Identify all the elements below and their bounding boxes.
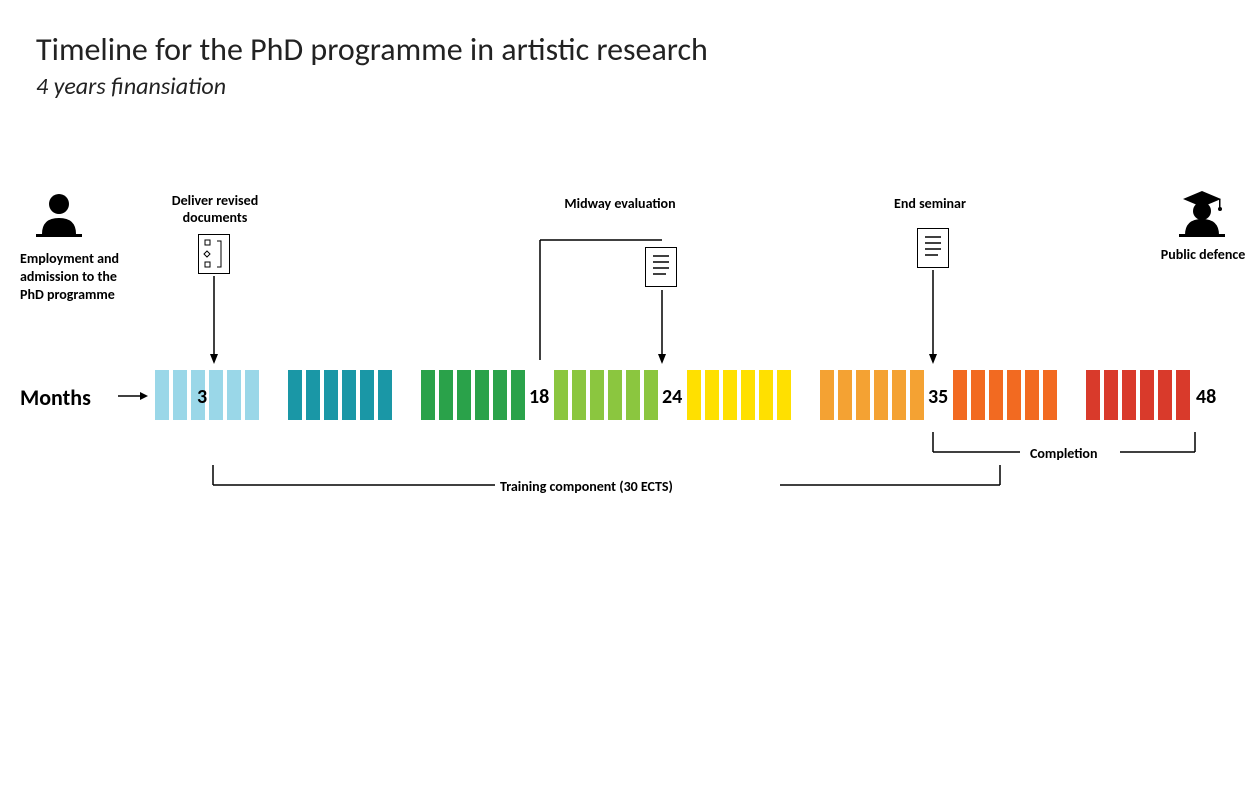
completion-label: Completion <box>1030 445 1097 462</box>
document-icon <box>917 228 949 268</box>
start-label: Employment and admission to the PhD prog… <box>20 250 130 305</box>
timeline-bar <box>1025 370 1039 420</box>
timeline-bar <box>1158 370 1172 420</box>
timeline-bar <box>439 370 453 420</box>
graduate-icon <box>1175 185 1230 240</box>
page-subtitle: 4 years finansiation <box>36 72 226 101</box>
timeline-bar <box>511 370 525 420</box>
timeline-bar <box>777 370 791 420</box>
timeline-bar <box>493 370 507 420</box>
timeline-bar <box>227 370 241 420</box>
training-label: Training component (30 ECTS) <box>500 478 673 495</box>
timeline-bar <box>874 370 888 420</box>
month-mark-18: 18 <box>529 385 549 409</box>
timeline-bar <box>1176 370 1190 420</box>
timeline-bar <box>989 370 1003 420</box>
timeline-bar <box>590 370 604 420</box>
timeline-bar <box>457 370 471 420</box>
timeline-bar <box>687 370 701 420</box>
page-title: Timeline for the PhD programme in artist… <box>36 30 708 69</box>
timeline-bar <box>288 370 302 420</box>
month-mark-35: 35 <box>928 385 948 409</box>
timeline-bar <box>1104 370 1118 420</box>
months-label: Months <box>20 384 91 411</box>
timeline-bar <box>971 370 985 420</box>
timeline-bar <box>838 370 852 420</box>
month-mark-24: 24 <box>662 385 682 409</box>
timeline-bar <box>820 370 834 420</box>
timeline-bar <box>759 370 773 420</box>
timeline-bar <box>572 370 586 420</box>
timeline-bar <box>608 370 622 420</box>
timeline-bar <box>892 370 906 420</box>
timeline-bar <box>475 370 489 420</box>
timeline-bar <box>953 370 967 420</box>
end-seminar-label: End seminar <box>870 195 990 212</box>
timeline-bar <box>1086 370 1100 420</box>
timeline-bar <box>173 370 187 420</box>
timeline-bar <box>741 370 755 420</box>
timeline-bar <box>554 370 568 420</box>
timeline-bar <box>723 370 737 420</box>
timeline-bar <box>644 370 658 420</box>
timeline-bar <box>1122 370 1136 420</box>
deliver-label: Deliver revised documents <box>150 192 280 226</box>
timeline-bar <box>378 370 392 420</box>
midway-label: Midway evaluation <box>545 195 695 212</box>
timeline-bar <box>155 370 169 420</box>
timeline-bar <box>421 370 435 420</box>
timeline-bar <box>705 370 719 420</box>
timeline-bar <box>626 370 640 420</box>
timeline-bar <box>856 370 870 420</box>
public-defence-label: Public defence <box>1148 246 1258 263</box>
timeline-bar <box>1140 370 1154 420</box>
timeline-bar <box>360 370 374 420</box>
timeline-bar <box>910 370 924 420</box>
timeline-bar <box>209 370 223 420</box>
timeline-bar <box>324 370 338 420</box>
timeline-bar <box>245 370 259 420</box>
timeline-bar <box>306 370 320 420</box>
month-mark-3: 3 <box>197 385 207 409</box>
document-icon <box>198 234 230 274</box>
timeline-bar <box>342 370 356 420</box>
document-icon <box>645 247 677 287</box>
person-icon <box>34 190 84 240</box>
timeline-bar <box>1007 370 1021 420</box>
month-mark-48: 48 <box>1196 385 1216 409</box>
timeline-bar <box>1043 370 1057 420</box>
